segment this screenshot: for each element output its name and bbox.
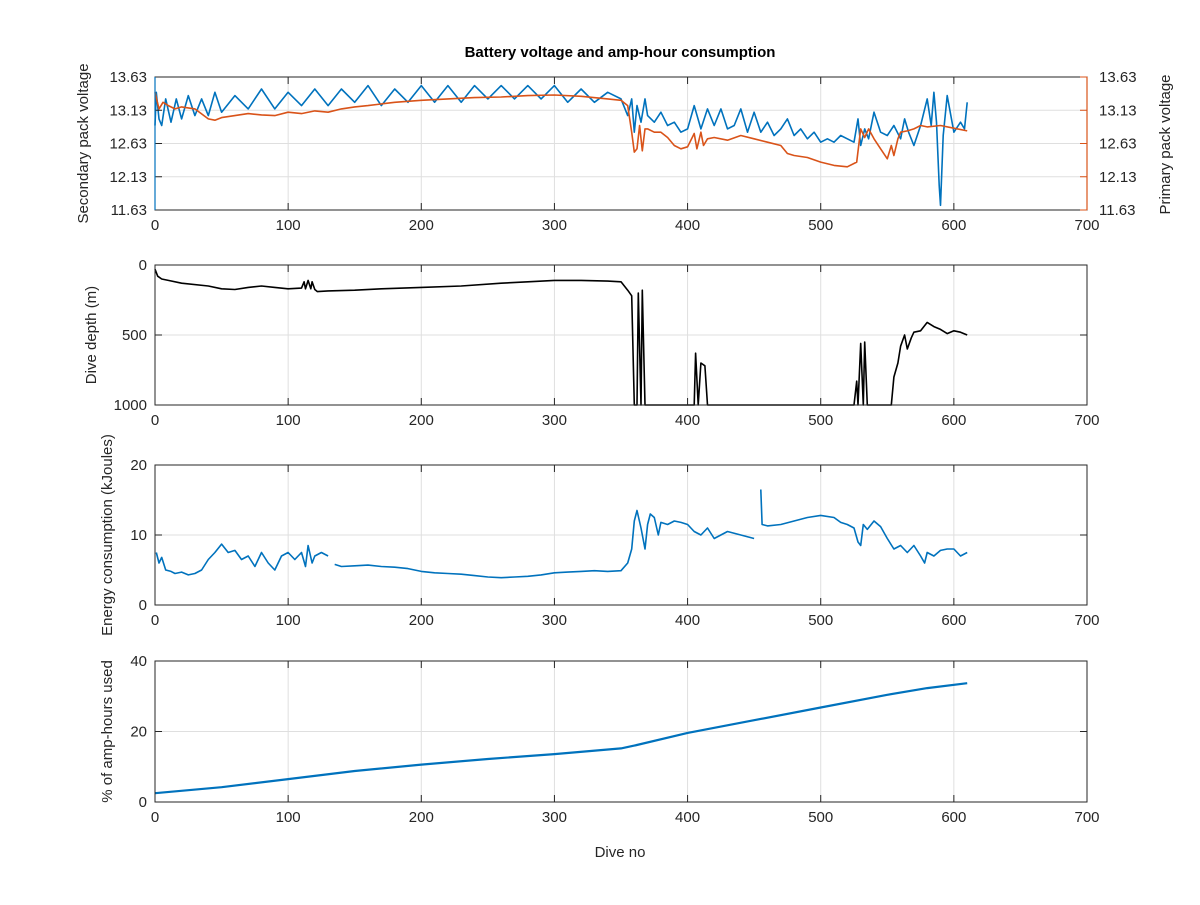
x-tick-label: 300 [542,612,567,629]
figure-title: Battery voltage and amp-hour consumption [465,44,776,61]
x-tick-label: 400 [675,809,700,826]
x-tick-label: 500 [808,809,833,826]
x-tick-label: 700 [1074,809,1099,826]
y2-tick-label: 11.63 [1099,202,1135,219]
x-tick-label: 400 [675,217,700,234]
x-tick-label: 600 [941,809,966,826]
series-group [154,84,968,207]
x-tick-label: 200 [409,412,434,429]
y-tick-label: 11.63 [111,202,147,219]
y-tick-label: 12.13 [109,169,147,186]
y-tick-label: 0 [139,597,147,614]
y-tick-label: 13.13 [109,102,147,119]
series-line-voltage-orange [154,92,968,168]
series-group [155,489,968,579]
x-tick-label: 600 [941,412,966,429]
series-line-voltage-blue [154,84,968,207]
x-tick-label: 100 [276,612,301,629]
y-axis-label: % of amp-hours used [99,660,116,803]
y2-axis-label: Primary pack voltage [1157,74,1174,214]
y2-tick-label: 13.63 [1099,69,1137,86]
y-tick-label: 500 [122,327,147,344]
x-tick-label: 700 [1074,217,1099,234]
x-tick-label: 600 [941,612,966,629]
x-tick-label: 0 [151,217,159,234]
x-tick-label: 200 [409,217,434,234]
y-tick-label: 40 [130,653,147,670]
x-tick-label: 0 [151,809,159,826]
x-tick-label: 500 [808,412,833,429]
y2-tick-label: 12.13 [1099,169,1137,186]
x-axis-label: Dive no [595,844,646,861]
series-line-energy-blue [155,543,329,576]
panel-depth: 0 100 200 300 400 500 600 700 0 500 1000 Dive depth… [83,257,1100,429]
y-tick-label: 20 [130,457,147,474]
x-tick-label: 600 [941,217,966,234]
x-tick-label: 100 [276,809,301,826]
x-tick-label: 700 [1074,412,1099,429]
series-group [154,682,968,795]
x-tick-label: 100 [276,217,301,234]
x-tick-label: 300 [542,217,567,234]
series-line-energy-blue [334,509,755,579]
y-tick-label: 13.63 [109,69,147,86]
series-line-amphours-blue [154,682,968,795]
x-tick-label: 200 [409,809,434,826]
x-tick-label: 100 [276,412,301,429]
x-tick-label: 300 [542,809,567,826]
panel-amphours: 0 100 200 300 400 500 600 700 0 20 40 % of amp-hour… [99,653,1100,826]
x-tick-label: 700 [1074,612,1099,629]
y-axis-label: Dive depth (m) [83,286,100,384]
x-tick-label: 0 [151,412,159,429]
y2-tick-label: 12.63 [1099,136,1137,153]
x-tick-label: 0 [151,612,159,629]
y-tick-label: 0 [139,257,147,274]
panel-voltage: 0 100 200 300 400 500 600 70011.6312.1312.6313.… [75,63,1174,234]
y-axis-label: Secondary pack voltage [75,63,92,223]
y2-tick-label: 13.13 [1099,102,1137,119]
y-tick-label: 12.63 [109,136,147,153]
y-tick-label: 0 [139,794,147,811]
y-tick-label: 20 [130,724,147,741]
x-tick-label: 500 [808,217,833,234]
x-tick-label: 300 [542,412,567,429]
series-line-energy-blue [760,489,968,564]
x-tick-label: 500 [808,612,833,629]
x-tick-label: 400 [675,612,700,629]
x-tick-label: 200 [409,612,434,629]
y-axis-label: Energy consumption (kJoules) [99,434,116,636]
y-tick-label: 1000 [114,397,147,414]
x-tick-label: 400 [675,412,700,429]
y-tick-label: 10 [130,527,147,544]
panel-energy: 0 100 200 300 400 500 600 700 0 10 20 Energy consum… [99,434,1100,636]
